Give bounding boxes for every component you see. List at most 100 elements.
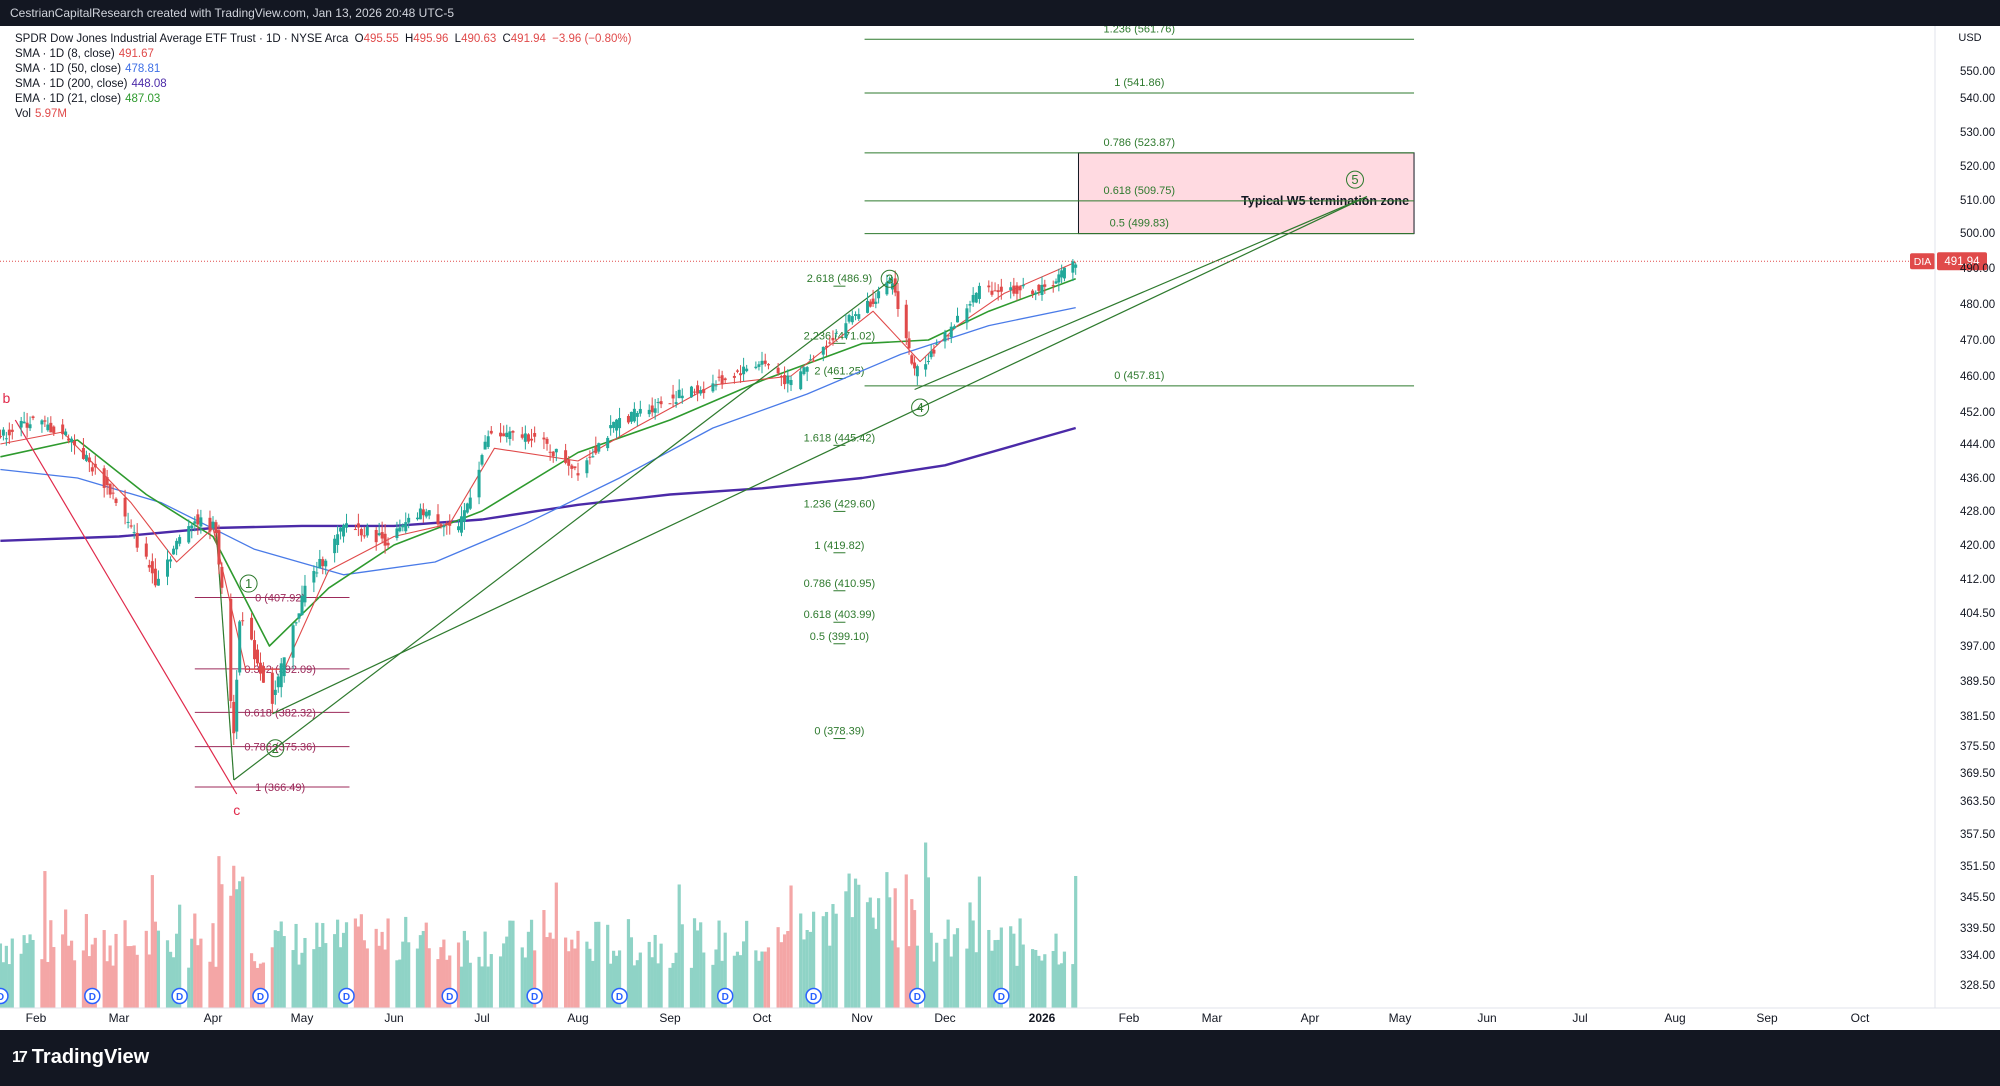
volume-bar (489, 954, 493, 1008)
time-tick-label: Jun (384, 1011, 403, 1025)
legend-indicator-sma8[interactable]: SMA · 1D (8, close) 491.67 (15, 47, 631, 62)
time-tick-label: Feb (26, 1011, 47, 1025)
dividend-icon[interactable] (441, 987, 458, 1005)
volume-bar (874, 928, 878, 1008)
dividend-icon[interactable] (993, 987, 1010, 1005)
currency-label: USD (1958, 32, 1981, 44)
legend-indicator-sma50[interactable]: SMA · 1D (50, close) 478.81 (15, 62, 631, 77)
dividend-icon[interactable] (338, 987, 355, 1005)
volume-bar (570, 939, 574, 1008)
open-value: 495.55 (363, 33, 399, 45)
volume-bar (926, 877, 930, 1008)
candle-body (147, 564, 151, 568)
trend-line[interactable] (14, 419, 238, 795)
candle-body (606, 437, 610, 449)
candle-body (635, 412, 639, 417)
chart-legend[interactable]: SPDR Dow Jones Industrial Average ETF Tr… (15, 32, 631, 122)
ticker-badge (1910, 253, 1935, 270)
volume-bar (321, 923, 325, 1008)
volume-bar (111, 965, 115, 1008)
candle-body (508, 431, 512, 440)
candle-body (1037, 284, 1041, 291)
volume-bar (526, 931, 531, 1008)
candle-body (386, 542, 390, 546)
candle-body (783, 375, 787, 385)
ma-line (0, 261, 1076, 670)
candle-body (321, 559, 325, 567)
volume-bar (84, 914, 88, 1008)
candle-body (87, 457, 91, 463)
candle-body (64, 431, 68, 436)
candle-body (896, 291, 900, 309)
trend-line[interactable] (272, 196, 1368, 715)
dividend-icon[interactable] (526, 987, 543, 1005)
legend-indicator-sma200[interactable]: SMA · 1D (200, close) 448.08 (15, 77, 631, 92)
volume-bar (297, 964, 301, 1008)
w5-termination-zone[interactable]: Typical W5 termination zone (1077, 152, 1415, 235)
volume-bar (459, 966, 464, 1008)
tradingview-logo[interactable]: 17 TradingView (12, 1046, 149, 1069)
dividend-icon[interactable] (84, 987, 101, 1005)
last-price-line: DIA 491.94 (0, 252, 1987, 271)
volume-bar (548, 932, 552, 1008)
indicator-value: 5.97M (35, 108, 67, 120)
volume-bar (585, 941, 589, 1008)
volume-bar (49, 920, 53, 1008)
fib-upper-label: 1.236 (561.76) (1104, 26, 1176, 35)
dividend-icon[interactable] (805, 987, 822, 1005)
dividend-icon[interactable] (909, 987, 926, 1005)
volume-bar (821, 916, 825, 1008)
dividend-icon[interactable] (0, 987, 9, 1005)
time-tick-label: Jul (1572, 1011, 1587, 1025)
fib-upper-label: 0.786 (523.87) (1104, 137, 1176, 149)
dividend-icon[interactable] (611, 987, 628, 1005)
trend-line[interactable] (233, 278, 893, 781)
candle-body (609, 425, 613, 429)
volume-bar (871, 917, 875, 1008)
volume-bar (893, 888, 897, 1008)
candle-body (365, 526, 369, 536)
volume-bar (1034, 949, 1038, 1008)
time-tick-label: Aug (567, 1011, 588, 1025)
candlesticks (0, 259, 1078, 745)
axes[interactable]: USD 550.00 540.00 530.00 520.00 510.00 500.00 4… (0, 26, 2000, 1025)
candle-body (7, 429, 11, 436)
candle-body (297, 613, 301, 619)
volume-bar (776, 927, 780, 1008)
open-label: O (354, 33, 364, 45)
candle-body (214, 522, 218, 534)
fib-levels[interactable]: 1.236 (561.76) 1 (541.86) 0.786 (523.87) 0.… (194, 26, 1415, 794)
trend-lines[interactable] (14, 196, 1368, 795)
candle-body (166, 559, 170, 577)
price-chart[interactable]: Typical W5 termination zone 1.236 (561.7… (0, 26, 2000, 1030)
fib-upper-label: 0.5 (499.83) (1110, 218, 1169, 230)
candle-body (702, 388, 706, 394)
volume-bar (418, 935, 422, 1008)
close-label: C (502, 33, 511, 45)
time-tick-label: Aug (1664, 1011, 1685, 1025)
candle-body (465, 503, 469, 513)
candle-body (1054, 281, 1058, 284)
volume-bar (386, 918, 390, 1008)
price-tick-label: 404.50 (1960, 608, 1995, 620)
candle-body (946, 335, 950, 337)
candle-body (812, 360, 816, 362)
volume-bar (720, 960, 724, 1008)
legend-symbol-row[interactable]: SPDR Dow Jones Industrial Average ETF Tr… (15, 32, 631, 47)
candle-body (211, 521, 215, 528)
trend-line[interactable] (914, 196, 1368, 391)
dividend-icon[interactable] (252, 987, 269, 1005)
zone-rect[interactable] (1077, 152, 1415, 235)
volume-bar (844, 891, 848, 1008)
candle-body (279, 663, 283, 688)
dividend-icon[interactable] (716, 987, 734, 1005)
legend-indicator-ema21[interactable]: EMA · 1D (21, close) 487.03 (15, 92, 631, 107)
volume-bar (999, 927, 1003, 1008)
dividend-icon[interactable] (171, 987, 188, 1005)
volume-bar (929, 932, 933, 1008)
volume-bar (0, 943, 3, 1008)
volume-bar (738, 955, 743, 1008)
legend-indicator-volume[interactable]: Vol 5.97M (15, 107, 631, 122)
candle-body (949, 326, 953, 338)
